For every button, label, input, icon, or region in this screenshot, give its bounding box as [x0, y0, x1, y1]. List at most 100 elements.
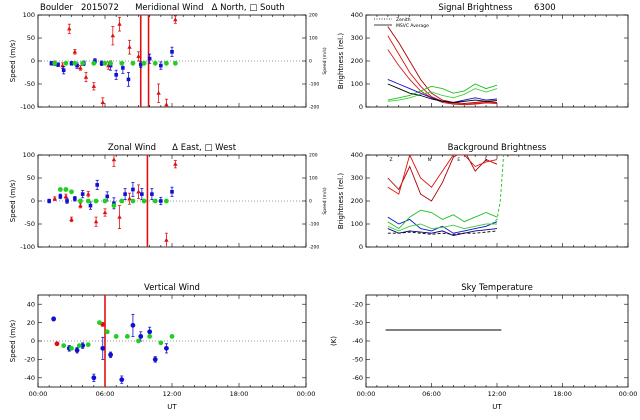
ytick-label-signal: 400	[351, 11, 363, 19]
frame-vertical	[37, 294, 307, 388]
data-point-dot	[138, 334, 144, 339]
data-point-dot	[141, 198, 147, 204]
data-point-triangle	[78, 203, 83, 208]
data-point-dot	[164, 345, 169, 351]
data-point-square	[95, 183, 99, 187]
annotation-background: S	[485, 157, 488, 163]
data-point-triangle	[110, 33, 116, 38]
data-point-triangle	[156, 90, 161, 95]
data-point-triangle	[78, 65, 83, 70]
data-point-dot	[119, 377, 125, 383]
ytick-right-label-zonal: 0	[309, 199, 312, 205]
ytick-label-background: 300	[351, 174, 363, 182]
panel-signal: Signal Brightness 6300 Brightness (rel.)…	[337, 3, 629, 111]
data-point-dot	[74, 347, 80, 353]
series-line-background	[387, 155, 498, 202]
data-point-dot	[54, 341, 60, 347]
data-point-dot	[57, 187, 63, 192]
data-point-square	[56, 62, 60, 67]
data-point-square	[131, 187, 135, 192]
data-point-dot	[80, 343, 86, 348]
data-point-dot	[91, 60, 97, 66]
data-point-dot	[52, 60, 58, 66]
title-skytemp: Sky Temperature	[461, 283, 533, 293]
data-point-dot	[147, 334, 153, 339]
xlabel-skytemp: UT	[492, 403, 502, 411]
data-point-triangle	[52, 196, 57, 201]
data-point-dot	[102, 198, 108, 204]
data-point-dot	[69, 189, 74, 195]
data-point-square	[80, 192, 85, 196]
data-point-dot	[91, 375, 97, 381]
ylabel-signal: Brightness (rel.)	[337, 33, 345, 89]
data-point-dot	[72, 60, 78, 66]
data-point-dot	[51, 316, 57, 322]
data-point-dot	[124, 334, 130, 339]
data-point-square	[170, 50, 174, 54]
annotation-background: Z	[390, 157, 393, 163]
ytick-label-zonal: -50	[24, 220, 35, 228]
ytick-label-meridional: 0	[31, 57, 35, 65]
data-point-square	[47, 199, 51, 203]
ytick-label-background: 100	[351, 220, 363, 228]
xtick-label-skytemp: 18:00	[553, 390, 572, 398]
data-point-square	[58, 194, 63, 199]
data-point-square	[73, 196, 77, 201]
xtick-label-skytemp: 00:00	[619, 390, 638, 398]
data-point-square	[69, 61, 74, 66]
title-vertical: Vertical Wind	[144, 283, 200, 293]
data-point-square	[65, 199, 69, 203]
ytick-label-skytemp: -40	[352, 337, 363, 345]
data-point-triangle	[102, 210, 108, 215]
plot-skytemp: -20 -30 -40 -50 -60 00:00 06:00 12:00 18:00 00:00	[352, 294, 638, 398]
title-meridional: Boulder 2015072 Meridional Wind Δ North,…	[40, 3, 285, 13]
ytick-right-label-zonal: -200	[309, 245, 319, 251]
data-point-triangle	[63, 194, 69, 198]
marks-meridional	[38, 15, 306, 107]
data-point-square	[138, 62, 143, 67]
ytick-right-label-meridional: 200	[309, 13, 318, 19]
data-point-dot	[108, 352, 113, 358]
series-line-signal	[387, 83, 498, 101]
xtick-label-vertical: 12:00	[163, 390, 182, 398]
data-point-dot	[169, 334, 175, 339]
ytick-label-meridional: 100	[23, 11, 35, 19]
title-signal: Signal Brightness 6300	[438, 3, 555, 13]
data-point-triangle	[67, 26, 72, 31]
ytick-label-background: 400	[351, 151, 363, 159]
ytick-right-label-meridional: -100	[309, 82, 319, 88]
panel-zonal: Zonal Wind Δ East, □ West Speed (m/s) Sp…	[9, 143, 328, 251]
data-point-dot	[108, 60, 113, 66]
legend-label-zenith: Zenith	[396, 17, 411, 23]
data-point-square	[88, 203, 93, 208]
data-point-dot	[100, 345, 106, 351]
series-line-signal	[387, 26, 498, 104]
series-line-background	[387, 230, 498, 235]
marks-zonal	[38, 155, 306, 247]
data-point-dot	[63, 187, 69, 192]
data-point-triangle	[91, 83, 97, 88]
panel-skytemp: Sky Temperature (K) -20 -30 -40 -50 -60 00:00…	[330, 283, 637, 411]
data-point-dot	[80, 60, 86, 66]
ytick-label-signal: 100	[351, 80, 363, 88]
data-point-dot	[172, 60, 178, 66]
plot-signal: 400 300 200 100 0	[351, 11, 629, 111]
ytick-label-skytemp: -50	[352, 356, 363, 364]
ytick-label-skytemp: -20	[352, 300, 363, 308]
ytick-label-vertical: 0	[31, 337, 35, 345]
legend-signal: Zenith MSVC Average	[374, 17, 429, 29]
series-line-background	[387, 223, 497, 232]
ytick-label-zonal: 100	[23, 151, 35, 159]
data-point-square	[126, 77, 131, 82]
data-point-square	[93, 59, 97, 63]
data-point-triangle	[173, 161, 178, 166]
data-point-dot	[104, 329, 110, 335]
data-point-triangle	[173, 17, 178, 22]
annotation-background: E	[457, 157, 460, 163]
data-point-square	[123, 192, 127, 196]
data-point-dot	[111, 203, 117, 209]
ylabel-right-zonal: Speed (m/s)	[322, 187, 328, 215]
title-background: Background Brightness	[448, 143, 547, 153]
data-point-dot	[78, 198, 83, 204]
